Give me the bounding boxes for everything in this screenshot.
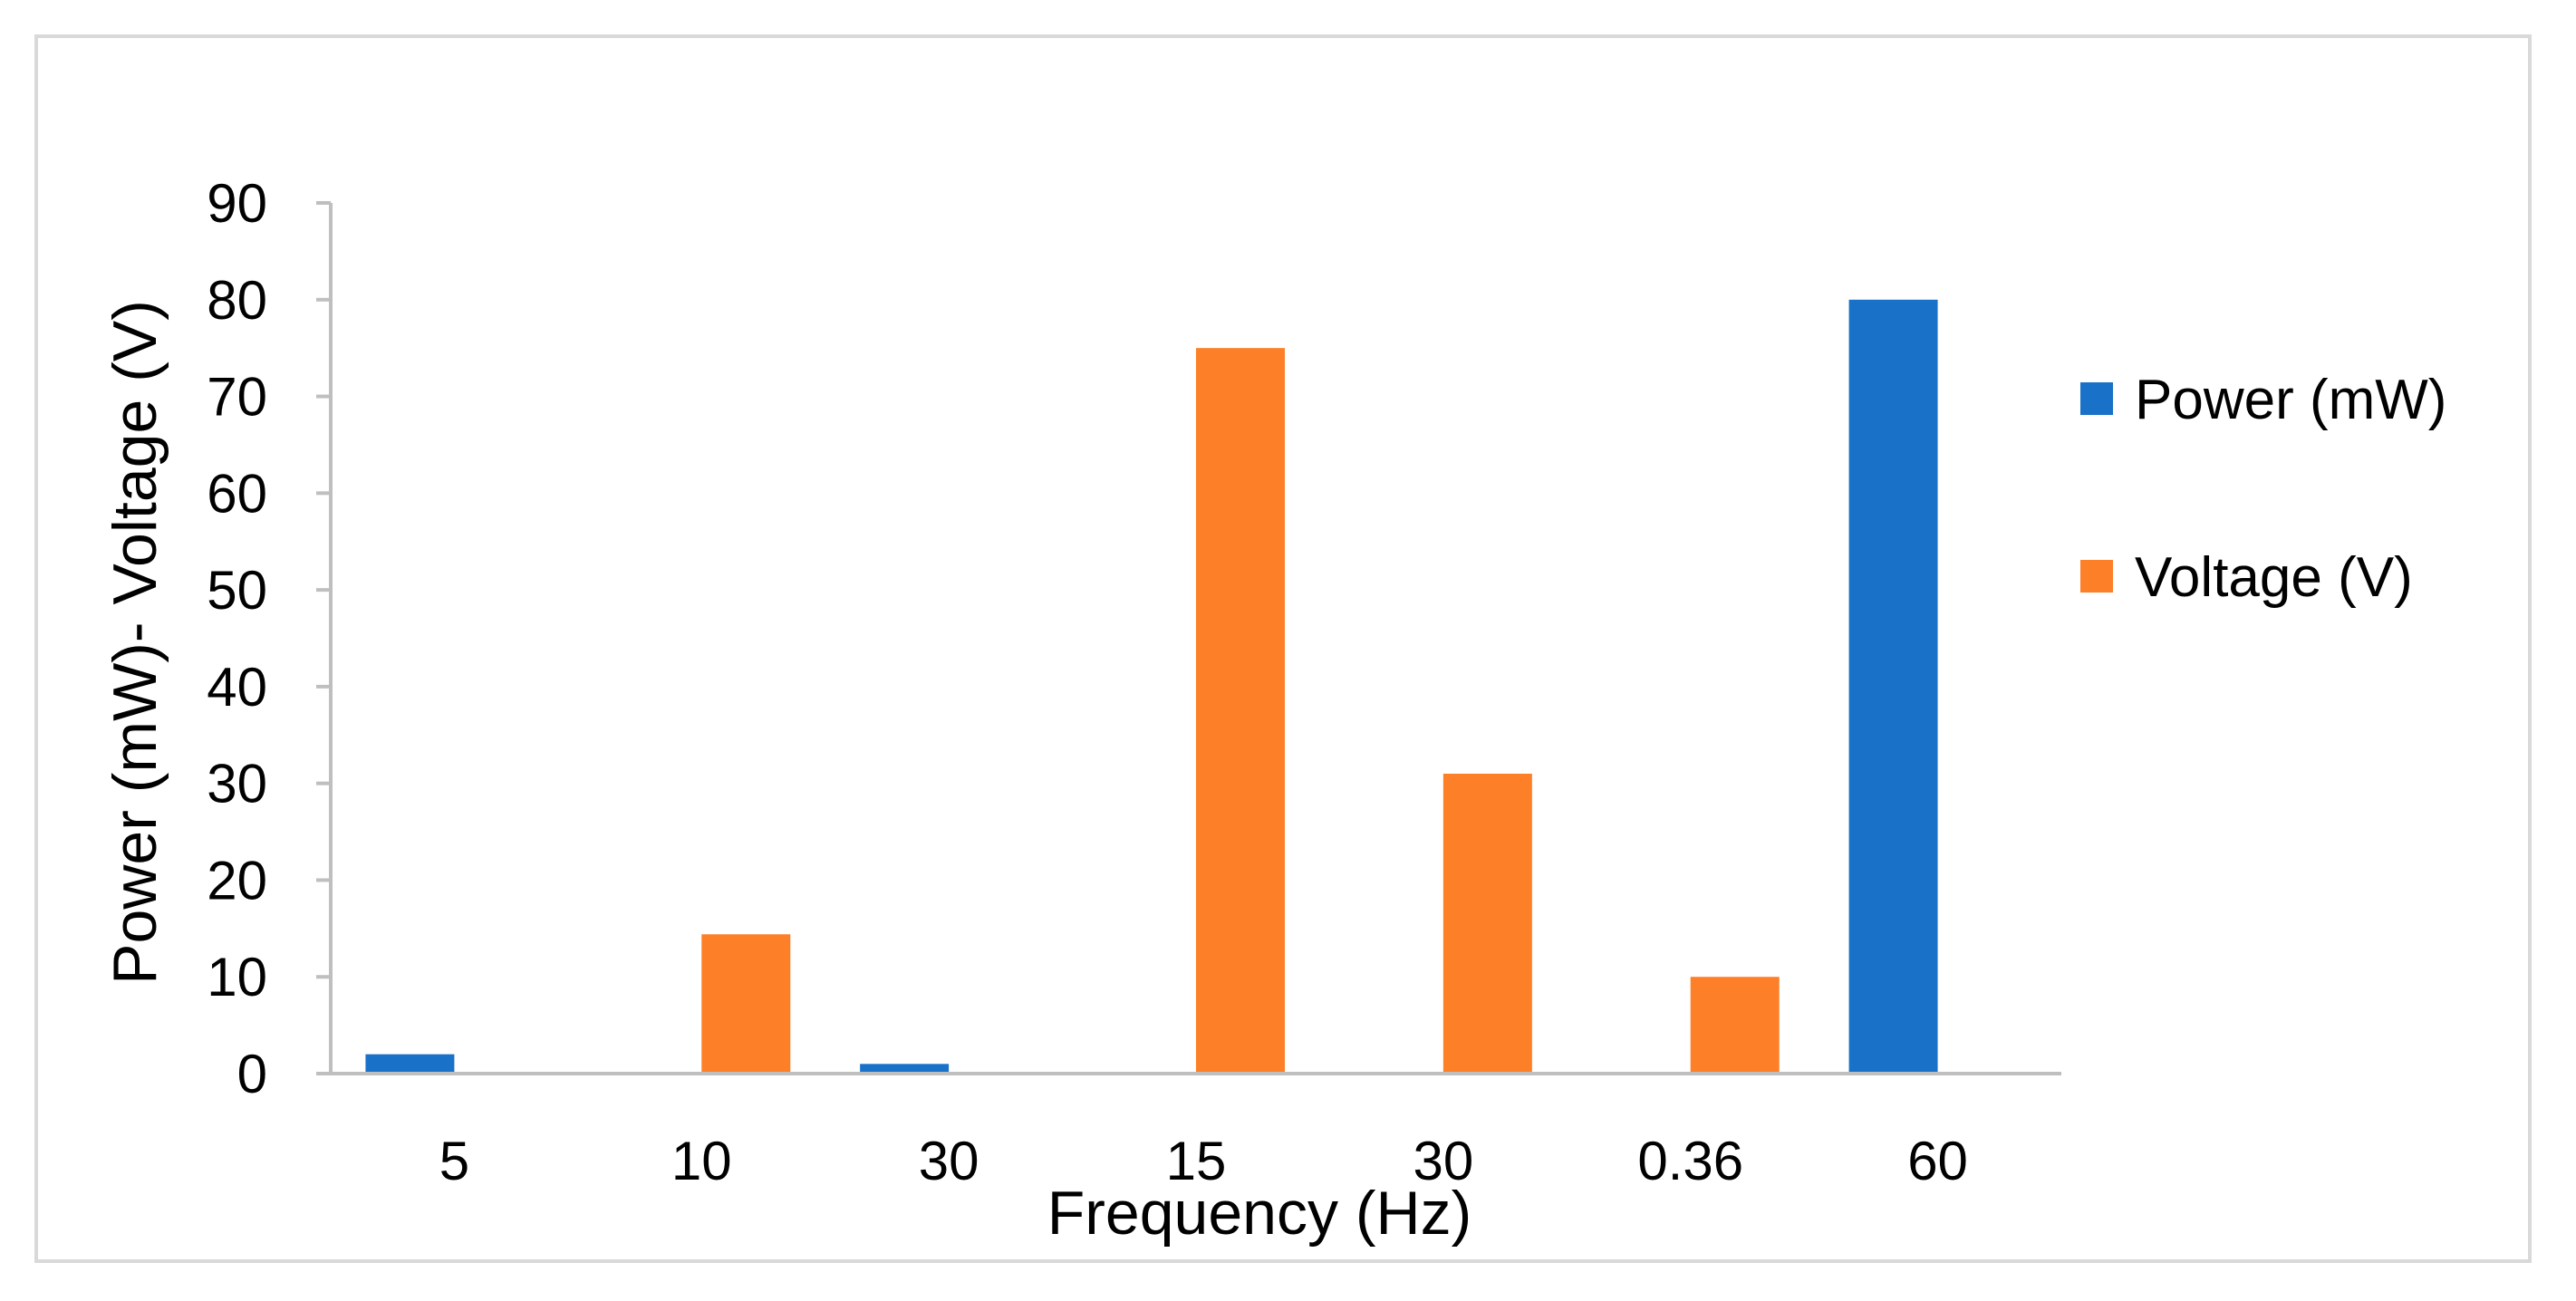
bar-power [1848, 299, 1938, 1074]
x-axis-title: Frequency (Hz) [1047, 1179, 1472, 1248]
bar-voltage [1442, 773, 1532, 1074]
x-tick-label: 0.36 [1637, 1131, 1743, 1191]
y-tick-label: 0 [237, 1044, 267, 1104]
x-axis: 5 10 30 15 30 0.36 60 [331, 1072, 2061, 1191]
bar-voltage [1690, 977, 1780, 1074]
bar-power [365, 1054, 455, 1074]
y-tick-label: 80 [207, 270, 267, 331]
x-tick-label: 30 [919, 1131, 979, 1191]
legend-swatch [2080, 382, 2113, 415]
bar-power [860, 1064, 950, 1074]
plot-area [365, 299, 1938, 1075]
y-tick-label: 30 [207, 754, 267, 814]
x-tick-label: 60 [1907, 1131, 1968, 1191]
y-axis-title: Power (mW)- Voltage (V) [101, 300, 169, 985]
legend: Power (mW) Voltage (V) [2080, 369, 2446, 609]
legend-item: Power (mW) [2080, 369, 2446, 431]
x-tick-label: 10 [671, 1131, 732, 1191]
legend-label: Power (mW) [2135, 369, 2446, 431]
y-tick-label: 10 [207, 947, 267, 1007]
y-tick-label: 40 [207, 657, 267, 718]
y-tick-label: 70 [207, 367, 267, 428]
legend-swatch [2080, 560, 2113, 593]
legend-item: Voltage (V) [2080, 546, 2413, 609]
y-tick-label: 60 [207, 463, 267, 524]
y-axis: 0 10 20 30 40 50 60 70 80 90 [207, 173, 333, 1104]
x-tick-label: 30 [1413, 1131, 1473, 1191]
bar-voltage [1196, 348, 1285, 1075]
y-tick-label: 20 [207, 850, 267, 911]
x-tick-label: 15 [1166, 1131, 1227, 1191]
y-tick-label: 90 [207, 173, 267, 234]
y-tick-label: 50 [207, 560, 267, 621]
legend-label: Voltage (V) [2135, 546, 2413, 609]
bar-voltage [701, 934, 791, 1074]
x-tick-label: 5 [439, 1131, 469, 1191]
